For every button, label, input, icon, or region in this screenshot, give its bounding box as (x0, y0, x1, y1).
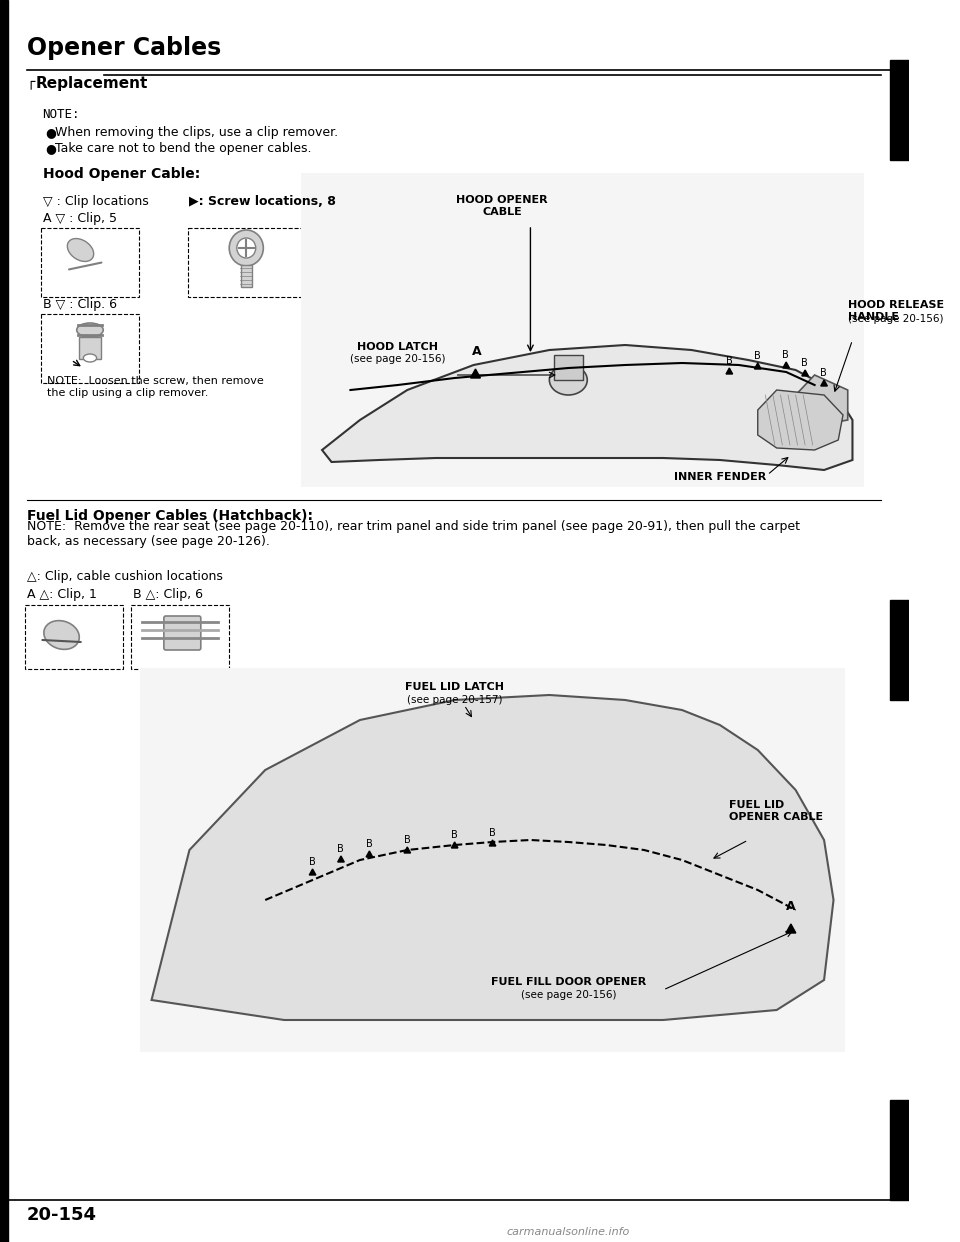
Ellipse shape (67, 238, 94, 262)
FancyBboxPatch shape (140, 668, 845, 1052)
FancyArrowPatch shape (69, 262, 102, 270)
Bar (890, 1100, 909, 1200)
FancyBboxPatch shape (40, 229, 139, 297)
Bar (890, 600, 909, 700)
Text: FUEL FILL DOOR OPENER: FUEL FILL DOOR OPENER (491, 977, 646, 987)
Text: B: B (820, 368, 827, 378)
Text: A ▽ : Clip, 5: A ▽ : Clip, 5 (42, 212, 116, 225)
Ellipse shape (237, 238, 255, 258)
Text: B: B (489, 828, 495, 838)
Text: (see page 20-157): (see page 20-157) (407, 696, 502, 705)
Text: When removing the clips, use a clip remover.: When removing the clips, use a clip remo… (55, 125, 338, 139)
Text: (see page 20-156): (see page 20-156) (520, 990, 616, 1000)
Text: A: A (471, 345, 481, 358)
Text: HOOD LATCH: HOOD LATCH (357, 342, 439, 351)
Text: B: B (802, 358, 808, 368)
Text: B △: Clip, 6: B △: Clip, 6 (132, 587, 203, 601)
Text: B: B (726, 356, 732, 366)
Bar (0, 0, 8, 1242)
Polygon shape (796, 375, 848, 425)
Bar (241, 265, 252, 287)
FancyBboxPatch shape (25, 605, 123, 669)
Text: carmanualsonline.info: carmanualsonline.info (507, 1227, 630, 1237)
Polygon shape (322, 345, 852, 469)
Text: ▽ : Clip locations: ▽ : Clip locations (42, 195, 149, 207)
Text: B: B (366, 840, 372, 850)
Ellipse shape (549, 365, 588, 395)
Polygon shape (152, 696, 833, 1020)
Text: B: B (782, 350, 789, 360)
Text: B: B (403, 835, 410, 845)
Text: B: B (337, 845, 344, 854)
Bar (890, 60, 909, 160)
Text: A △: Clip, 1: A △: Clip, 1 (27, 587, 96, 601)
Text: (see page 20-156): (see page 20-156) (848, 314, 944, 324)
FancyBboxPatch shape (187, 229, 305, 297)
Text: INNER FENDER: INNER FENDER (674, 472, 766, 482)
FancyBboxPatch shape (131, 605, 229, 669)
Text: HOOD RELEASE
HANDLE: HOOD RELEASE HANDLE (848, 301, 944, 322)
Text: A: A (786, 900, 796, 913)
Text: B: B (309, 857, 316, 867)
Text: NOTE:  Loosen the screw, then remove
the clip using a clip remover.: NOTE: Loosen the screw, then remove the … (47, 376, 264, 397)
Ellipse shape (44, 621, 80, 650)
Text: Opener Cables: Opener Cables (27, 36, 221, 60)
Ellipse shape (84, 354, 97, 361)
Ellipse shape (229, 230, 263, 266)
Text: B: B (754, 351, 760, 361)
FancyBboxPatch shape (301, 173, 864, 487)
FancyBboxPatch shape (40, 314, 139, 383)
Text: ┌: ┌ (27, 75, 35, 88)
FancyArrowPatch shape (74, 246, 87, 253)
Text: FUEL LID
OPENER CABLE: FUEL LID OPENER CABLE (730, 800, 824, 822)
Text: Hood Opener Cable:: Hood Opener Cable: (42, 166, 200, 181)
Text: ●: ● (45, 142, 57, 155)
Text: FUEL LID LATCH: FUEL LID LATCH (405, 682, 504, 692)
Text: NOTE:: NOTE: (42, 108, 80, 120)
Text: Replacement: Replacement (36, 76, 149, 91)
Ellipse shape (77, 323, 104, 337)
Text: HOOD OPENER
CABLE: HOOD OPENER CABLE (456, 195, 548, 216)
Text: NOTE:  Remove the rear seat (see page 20-110), rear trim panel and side trim pan: NOTE: Remove the rear seat (see page 20-… (27, 520, 800, 548)
Text: (see page 20-156): (see page 20-156) (350, 354, 445, 364)
Text: △: Clip, cable cushion locations: △: Clip, cable cushion locations (27, 570, 223, 582)
Bar (554, 355, 583, 380)
FancyBboxPatch shape (164, 616, 201, 650)
Polygon shape (757, 390, 843, 450)
Text: ▶: Screw locations, 8: ▶: Screw locations, 8 (189, 195, 336, 207)
Bar (79, 337, 102, 359)
Text: 20-154: 20-154 (27, 1206, 97, 1225)
Text: B: B (451, 830, 458, 840)
Text: Fuel Lid Opener Cables (Hatchback):: Fuel Lid Opener Cables (Hatchback): (27, 509, 313, 523)
Text: Take care not to bend the opener cables.: Take care not to bend the opener cables. (55, 142, 311, 155)
Text: B ▽ : Clip. 6: B ▽ : Clip. 6 (42, 298, 116, 310)
Text: ●: ● (45, 125, 57, 139)
